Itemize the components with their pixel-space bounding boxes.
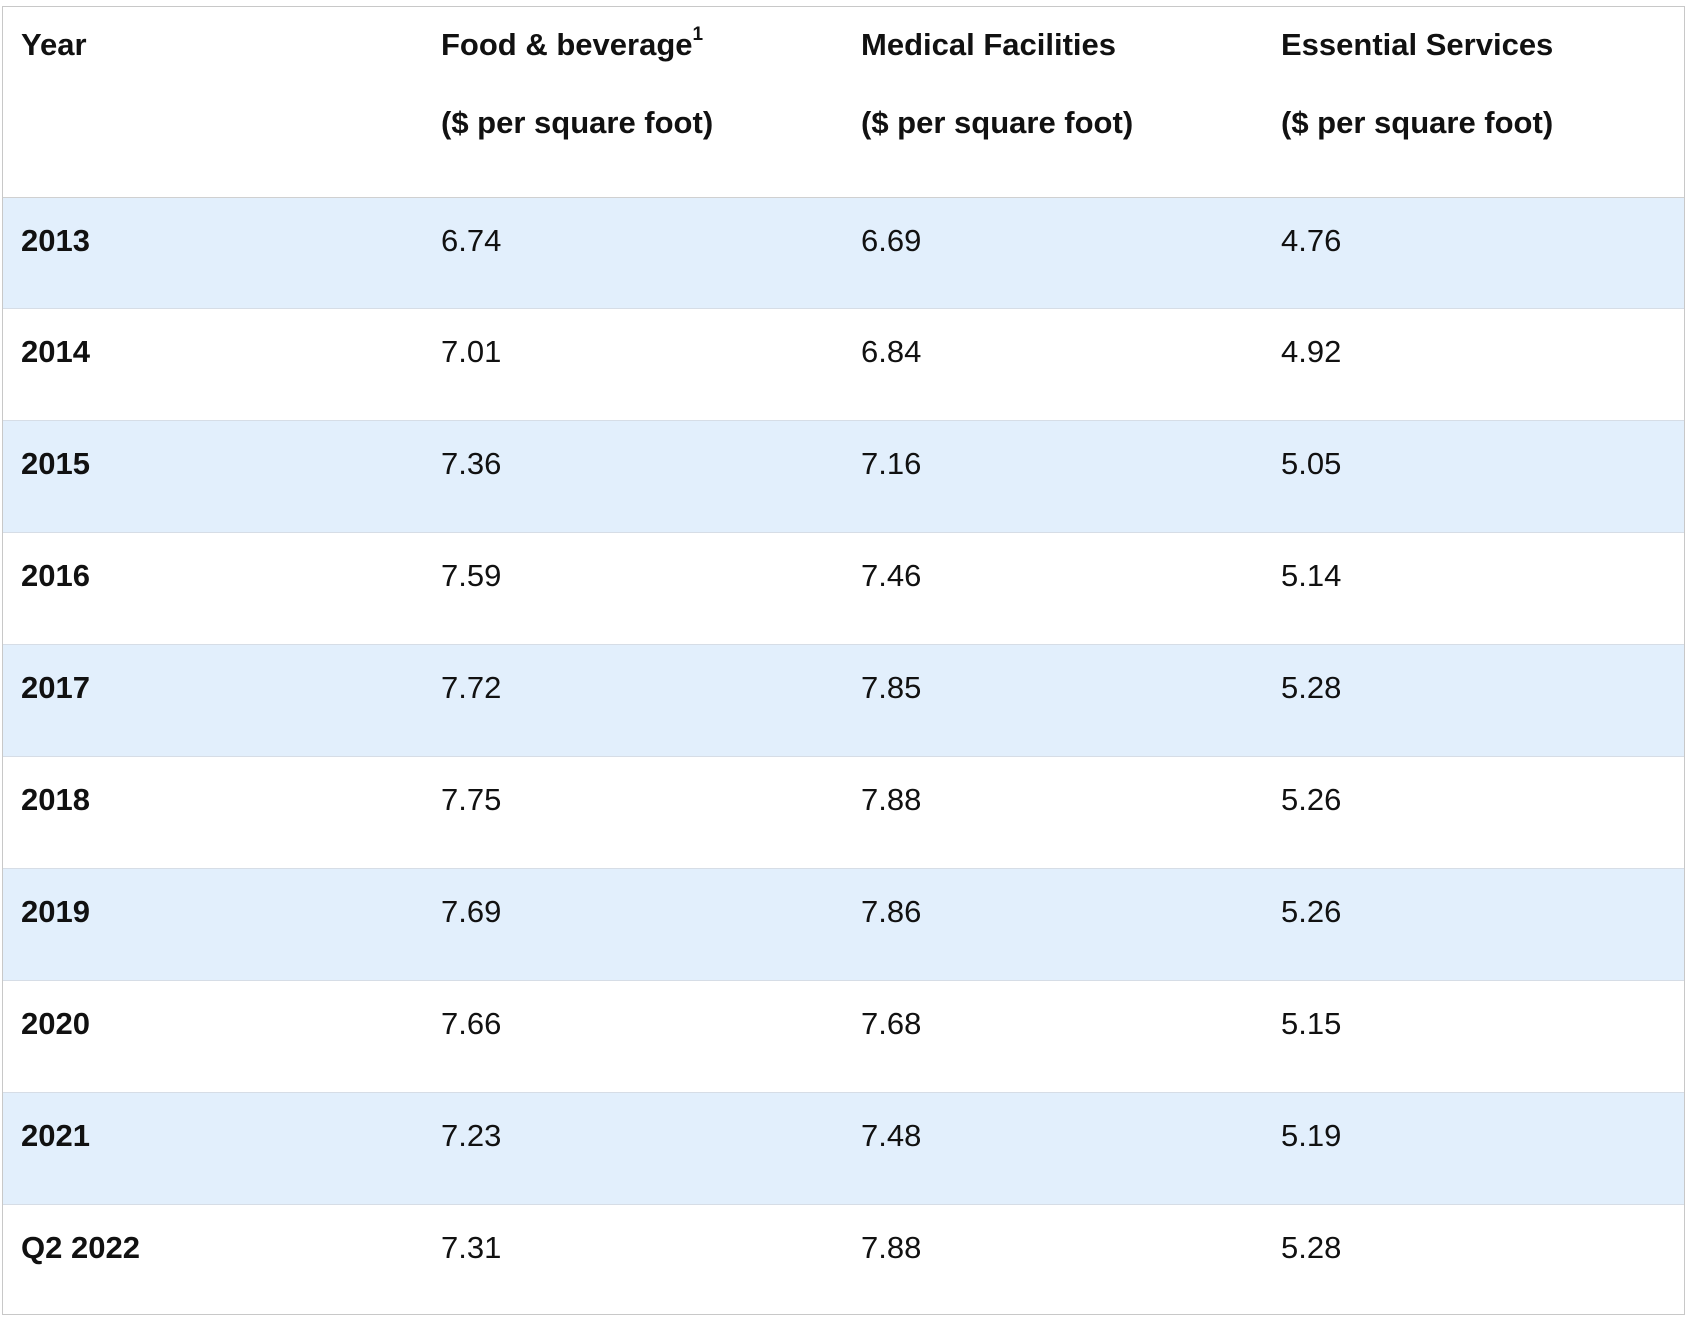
- food-beverage-cell: 7.75: [423, 756, 843, 869]
- essential-services-cell: 5.19: [1263, 1092, 1684, 1205]
- table-row: 2021 7.23 7.48 5.19: [3, 1092, 1684, 1205]
- food-beverage-cell: 7.31: [441, 1229, 502, 1265]
- essential-services-cell: 4.92: [1263, 308, 1684, 422]
- medical-facilities-cell: 7.86: [843, 868, 1263, 981]
- essential-services-cell: 5.14: [1263, 532, 1684, 646]
- header-unit: ($ per square foot): [1281, 105, 1554, 140]
- medical-facilities-cell: 6.84: [843, 308, 1263, 422]
- essential-services-cell: 5.26: [1263, 756, 1684, 869]
- header-unit: ($ per square foot): [861, 105, 1134, 140]
- header-label: Essential Services: [1281, 27, 1554, 62]
- header-unit: ($ per square foot): [441, 105, 714, 140]
- table-row: 2014 7.01 6.84 4.92: [3, 308, 1684, 422]
- rent-table-container: Year Food & beverage1 ($ per square foot…: [2, 6, 1685, 1315]
- medical-facilities-cell: 7.85: [843, 644, 1263, 757]
- table-row: 2016 7.59 7.46 5.14: [3, 532, 1684, 646]
- food-beverage-cell: 7.01: [423, 308, 843, 422]
- table-row: 2018 7.75 7.88 5.26: [3, 756, 1684, 869]
- table-header: Year Food & beverage1 ($ per square foot…: [3, 7, 1684, 198]
- medical-facilities-cell: 7.68: [843, 980, 1263, 1093]
- medical-facilities-cell: 6.69: [843, 197, 1263, 310]
- footnote-marker: 1: [692, 24, 704, 45]
- essential-services-cell: 5.28: [1281, 1229, 1342, 1265]
- year-cell: 2015: [3, 420, 423, 534]
- year-cell: 2017: [3, 644, 423, 757]
- table-body: 2013 6.74 6.69 4.76 2014 7.01 6.84 4.92 …: [3, 197, 1684, 1316]
- year-cell: 2014: [3, 308, 423, 422]
- food-beverage-cell: 7.66: [423, 980, 843, 1093]
- header-essential-services: Essential Services ($ per square foot): [1263, 7, 1684, 198]
- year-cell: 2021: [3, 1092, 423, 1205]
- table-row: 2017 7.72 7.85 5.28: [3, 644, 1684, 757]
- header-label: Year: [21, 27, 87, 62]
- food-beverage-cell: 7.69: [423, 868, 843, 981]
- medical-facilities-cell: 7.88: [843, 756, 1263, 869]
- table-row: 2019 7.69 7.86 5.26: [3, 868, 1684, 981]
- header-label: Medical Facilities: [861, 27, 1116, 62]
- food-beverage-cell: 7.72: [423, 644, 843, 757]
- header-year: Year: [3, 7, 423, 198]
- header-label: Food & beverage: [441, 27, 693, 62]
- rent-table: Year Food & beverage1 ($ per square foot…: [3, 7, 1684, 1316]
- food-beverage-cell: 6.74: [423, 197, 843, 310]
- medical-facilities-cell: 7.46: [843, 532, 1263, 646]
- essential-services-cell: 5.05: [1263, 420, 1684, 534]
- header-medical-facilities: Medical Facilities ($ per square foot): [843, 7, 1263, 198]
- year-cell: Q2 2022: [21, 1229, 140, 1265]
- medical-facilities-cell: 7.88: [861, 1229, 922, 1265]
- year-cell: 2019: [3, 868, 423, 981]
- header-food-beverage: Food & beverage1 ($ per square foot): [423, 7, 843, 198]
- header-row: Year Food & beverage1 ($ per square foot…: [3, 7, 1684, 198]
- medical-facilities-cell: 7.48: [843, 1092, 1263, 1205]
- year-cell: 2013: [3, 197, 423, 310]
- essential-services-cell: 5.26: [1263, 868, 1684, 981]
- food-beverage-cell: 7.23: [423, 1092, 843, 1205]
- food-beverage-cell: 7.36: [423, 420, 843, 534]
- year-cell: 2016: [3, 532, 423, 646]
- table-row: Q2 2022 7.31 7.88 5.28: [3, 1204, 1684, 1316]
- year-cell: 2018: [3, 756, 423, 869]
- table-row: 2020 7.66 7.68 5.15: [3, 980, 1684, 1093]
- essential-services-cell: 5.15: [1263, 980, 1684, 1093]
- table-row: 2013 6.74 6.69 4.76: [3, 197, 1684, 310]
- essential-services-cell: 4.76: [1263, 197, 1684, 310]
- table-row: 2015 7.36 7.16 5.05: [3, 420, 1684, 534]
- essential-services-cell: 5.28: [1263, 644, 1684, 757]
- year-cell: 2020: [3, 980, 423, 1093]
- food-beverage-cell: 7.59: [423, 532, 843, 646]
- medical-facilities-cell: 7.16: [843, 420, 1263, 534]
